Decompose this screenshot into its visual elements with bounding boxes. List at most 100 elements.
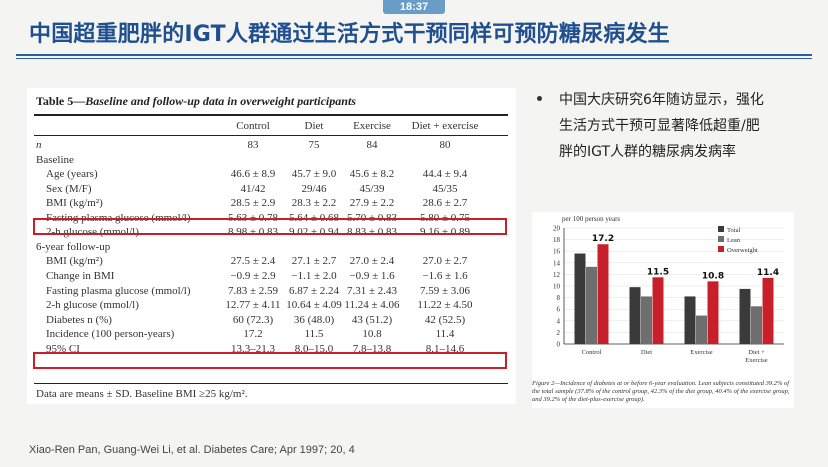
table-cell: 27.0 ± 2.7 xyxy=(422,255,468,268)
table-cell: 41/42 xyxy=(240,182,266,195)
table-cell: 80 xyxy=(439,139,451,151)
table-row-label: n xyxy=(36,139,42,151)
incidence-bar-chart: per 100 person years 0 2 4 6 8 10 12 14 16 18 20 17.… xyxy=(553,215,784,364)
legend-swatch xyxy=(718,226,724,232)
table-row-label: BMI (kg/m²) xyxy=(46,197,103,210)
y-tick-label: 18 xyxy=(553,236,561,244)
table-cell: 44.4 ± 9.4 xyxy=(422,168,468,181)
bar-overweight-3 xyxy=(762,277,774,344)
y-tick-label: 12 xyxy=(553,271,561,279)
legend-label: Lean xyxy=(727,237,741,244)
y-tick-label: 4 xyxy=(557,317,561,325)
legend-swatch xyxy=(718,246,724,252)
slide-title: 中国超重肥胖的IGT人群通过生活方式干预同样可预防糖尿病发生 xyxy=(29,22,670,47)
title-underline-thin xyxy=(16,58,812,59)
table-column-header: Exercise xyxy=(353,120,391,132)
table-row-label: Fasting plasma glucose (mmol/l) xyxy=(46,211,191,224)
y-tick-label: 16 xyxy=(553,248,561,256)
table-cell: 8.0–15.0 xyxy=(294,342,334,355)
table-cell: 60 (72.3) xyxy=(232,313,274,326)
legend-label: Total xyxy=(727,227,740,234)
data-label: 10.8 xyxy=(702,271,724,281)
title-underline xyxy=(16,54,812,56)
table-cell: 11.24 ± 4.06 xyxy=(344,299,400,312)
citation: Xiao-Ren Pan, Guang-Wei Li, et al. Diabe… xyxy=(29,444,355,456)
table-cell: 5.63 ± 0.78 xyxy=(227,211,279,224)
table-cell: 5.80 ± 0.75 xyxy=(419,211,471,224)
table-top-rule xyxy=(34,114,508,116)
table-row-label: Baseline xyxy=(36,153,74,166)
bar-total-3 xyxy=(739,288,751,344)
bar-total-0 xyxy=(574,253,586,344)
table-column-header: Control xyxy=(236,120,270,132)
table-cell: −1.1 ± 2.0 xyxy=(291,269,337,282)
table-cell: 43 (51.2) xyxy=(351,313,393,326)
table-cell: −0.9 ± 2.9 xyxy=(230,269,276,282)
table-cell: 46.6 ± 8.9 xyxy=(230,168,276,181)
bar-total-1 xyxy=(629,287,641,344)
status-time: 18:37 xyxy=(383,0,445,14)
data-label: 11.5 xyxy=(647,267,669,277)
table-cell: 7.59 ± 3.06 xyxy=(419,284,471,297)
table-row-label: Age (years) xyxy=(46,168,98,181)
table-header-rule xyxy=(34,135,508,136)
table-image: Table 5—Baseline and follow-up data in o… xyxy=(27,88,516,404)
table-cell: 84 xyxy=(366,139,378,151)
table-cell: 28.3 ± 2.2 xyxy=(291,197,337,210)
table-bottom-rule xyxy=(34,383,508,384)
table-cell: 27.0 ± 2.4 xyxy=(349,255,395,268)
bar-lean-2 xyxy=(696,315,707,344)
bar-total-2 xyxy=(684,296,696,344)
x-tick-label: Diet + xyxy=(748,349,765,356)
table-cell: 9.16 ± 0.89 xyxy=(419,226,471,239)
bar-lean-0 xyxy=(586,266,597,344)
table-cell: 10.64 ± 4.09 xyxy=(286,299,342,312)
table-cell: −1.6 ± 1.6 xyxy=(422,269,468,282)
table-row-label: Fasting plasma glucose (mmol/l) xyxy=(46,284,191,297)
bmi-highlight-box xyxy=(33,218,507,235)
table-cell: 27.5 ± 2.4 xyxy=(230,255,276,268)
y-tick-label: 6 xyxy=(557,306,561,314)
x-tick-label: Diet xyxy=(641,349,652,356)
table-cell: 42 (52.5) xyxy=(424,313,466,326)
table-row-label: 6-year follow-up xyxy=(36,240,111,253)
table-cell: 7.31 ± 2.43 xyxy=(346,284,398,297)
table-cell: 75 xyxy=(308,139,320,151)
table-column-header: Diet + exercise xyxy=(411,120,479,132)
table-row-label: 95% CI xyxy=(46,342,80,355)
table-row-label: Change in BMI xyxy=(46,269,115,282)
table-cell: 11.5 xyxy=(304,328,324,341)
bar-overweight-0 xyxy=(597,244,609,344)
table-cell: 27.1 ± 2.7 xyxy=(291,255,337,268)
bar-lean-3 xyxy=(751,306,762,344)
table-row-label: BMI (kg/m²) xyxy=(46,255,103,268)
legend-swatch xyxy=(718,236,724,242)
table-column-header: Diet xyxy=(304,120,324,132)
y-tick-label: 14 xyxy=(553,259,561,267)
table-cell: 13.3–21.3 xyxy=(231,342,275,355)
legend-label: Overweight xyxy=(727,247,758,254)
data-label: 11.4 xyxy=(757,268,779,278)
bullet-line-3: 胖的IGT人群的糖尿病发病率 xyxy=(559,144,737,160)
x-tick-label: Exercise xyxy=(690,349,712,356)
bar-overweight-1 xyxy=(652,277,664,344)
chart-title: per 100 person years xyxy=(562,215,620,223)
table-cell: 45/35 xyxy=(432,182,458,195)
y-tick-label: 8 xyxy=(557,294,561,302)
incidence-highlight-box xyxy=(33,352,507,369)
table-row-label: Diabetes n (%) xyxy=(46,313,112,326)
table-cell: 12.77 ± 4.11 xyxy=(225,299,281,312)
figure-caption: Figure 2—Incidence of diabetes at or bef… xyxy=(532,380,790,403)
table-row-label: Sex (M/F) xyxy=(46,182,92,195)
table-cell: 8.83 ± 0.83 xyxy=(346,226,398,239)
table-cell: 83 xyxy=(247,139,259,151)
table-cell: 45.6 ± 8.2 xyxy=(349,168,395,181)
table-cell: 28.6 ± 2.7 xyxy=(422,197,468,210)
table-cell: 45.7 ± 9.0 xyxy=(291,168,337,181)
table-cell: 9.02 ± 0.94 xyxy=(288,226,340,239)
x-tick-label: Exercise xyxy=(745,357,767,364)
table-cell: 8.98 ± 0.83 xyxy=(227,226,279,239)
y-tick-label: 10 xyxy=(553,283,561,291)
table-cell: −0.9 ± 1.6 xyxy=(349,269,395,282)
table-cell: 45/39 xyxy=(359,182,385,195)
